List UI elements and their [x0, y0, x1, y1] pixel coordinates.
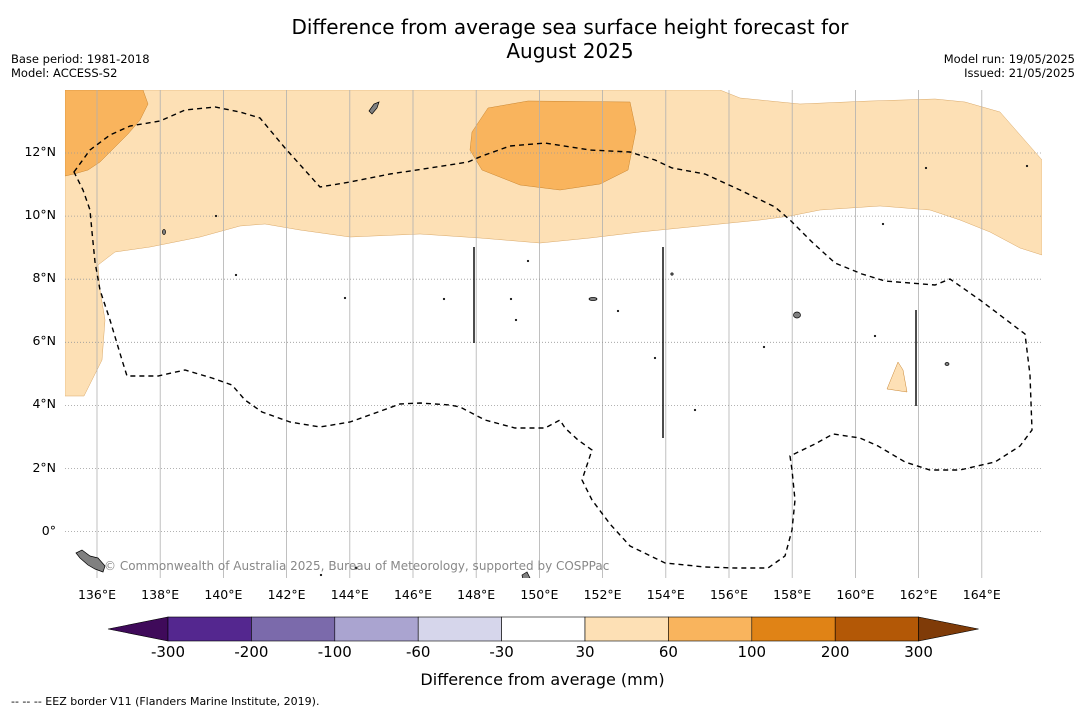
latitude-label: 0° [41, 522, 56, 538]
island-dot-11 [873, 334, 877, 338]
island-dot-1 [670, 272, 674, 276]
longitude-label: 144°E [330, 587, 369, 602]
island-chuuk [588, 297, 598, 301]
meta-left: Base period: 1981-2018 Model: ACCESS-S2 [11, 52, 150, 80]
map-title: Difference from average sea surface heig… [270, 15, 870, 63]
title-line-1: Difference from average sea surface heig… [291, 15, 849, 39]
anomaly-region-small-east [886, 361, 908, 393]
colorbar-tick: 100 [737, 643, 767, 661]
island-dot-14 [1025, 164, 1029, 168]
longitude-label: 146°E [393, 587, 432, 602]
longitude-label: 162°E [899, 587, 938, 602]
longitude-label: 156°E [709, 587, 748, 602]
colorbar-tick: -100 [317, 643, 352, 661]
footnote: -- -- -- EEZ border V11 (Flanders Marine… [11, 695, 320, 708]
colorbar-tick: 30 [575, 643, 595, 661]
colorbar-swatch [834, 616, 919, 642]
latitude-label: 10°N [24, 207, 56, 223]
island-south [521, 571, 531, 578]
colorbar-swatch [501, 616, 586, 642]
island-dot-9 [693, 408, 697, 412]
island-dot-15 [343, 296, 347, 300]
longitude-label: 160°E [836, 587, 875, 602]
island-dot-3 [526, 259, 530, 263]
anomaly-region-60-100-west [65, 90, 149, 177]
island-dot-5 [442, 297, 446, 301]
longitude-label: 140°E [204, 587, 243, 602]
island-dot-10 [762, 345, 766, 349]
longitude-label: 136°E [77, 587, 116, 602]
island-east-1 [944, 362, 950, 366]
latitude-label: 8°N [32, 270, 56, 286]
longitude-label: 154°E [646, 587, 685, 602]
anomaly-region-60-100-central [469, 100, 637, 191]
island-dot-6 [514, 318, 518, 322]
island-dot-8 [653, 356, 657, 360]
colorbar-swatch [417, 616, 502, 642]
colorbar-swatch [668, 616, 753, 642]
graticule [65, 90, 1042, 578]
longitude-label: 158°E [773, 587, 812, 602]
island-pohnpei [162, 229, 166, 235]
longitude-label: 148°E [457, 587, 496, 602]
colorbar-tick: 200 [820, 643, 850, 661]
island-dot-13 [924, 166, 928, 170]
latitude-label: 2°N [32, 459, 56, 475]
eez-border [73, 106, 1033, 569]
meta-right: Model run: 19/05/2025 Issued: 21/05/2025 [944, 52, 1075, 80]
colorbar-swatch [751, 616, 836, 642]
latitude-label: 12°N [24, 144, 56, 159]
model-name: Model: ACCESS-S2 [11, 66, 118, 80]
colorbar-swatch [334, 616, 419, 642]
longitude-label: 138°E [141, 587, 180, 602]
islands [75, 101, 1029, 578]
colorbar-tick: 300 [904, 643, 933, 661]
island-kosrae [793, 311, 801, 319]
colorbar-title: Difference from average (mm) [420, 670, 665, 689]
longitude-label: 164°E [962, 587, 1001, 602]
colorbar-tick: -30 [489, 643, 514, 661]
latitude-label: 4°N [32, 396, 56, 412]
colorbar-swatch [167, 616, 252, 642]
colorbar-tick: -200 [234, 643, 269, 661]
longitude-label: 150°E [520, 587, 559, 602]
colorbar-extend-low [107, 616, 169, 642]
longitude-label: 152°E [583, 587, 622, 602]
colorbar-tick: -60 [405, 643, 431, 661]
island-dot-12 [881, 222, 885, 226]
colorbar-swatch [584, 616, 669, 642]
longitude-label: 142°E [267, 587, 306, 602]
colorbar-swatch [251, 616, 336, 642]
island-dot-18 [319, 573, 323, 577]
colorbar-tick: 60 [658, 643, 678, 661]
base-period: Base period: 1981-2018 [11, 52, 150, 66]
island-guam [368, 101, 380, 115]
island-dot-16 [214, 214, 218, 218]
colorbar-extend-high [918, 616, 979, 642]
issued-date: Issued: 21/05/2025 [964, 66, 1075, 80]
colorbar-tick: -300 [150, 643, 186, 661]
island-new-guinea [75, 549, 106, 573]
island-dot-4 [509, 297, 513, 301]
map-plot-area [65, 90, 1042, 578]
model-run: Model run: 19/05/2025 [943, 52, 1075, 66]
island-dot-2 [234, 273, 238, 277]
colorbar [107, 616, 979, 642]
island-dot-17 [354, 566, 358, 570]
anomaly-region-30-60 [65, 90, 1042, 397]
latitude-label: 6°N [32, 333, 56, 349]
island-dot-7 [616, 309, 620, 313]
map-credit: © Commonwealth of Australia 2025, Bureau… [104, 559, 610, 573]
title-line-2: August 2025 [506, 39, 634, 63]
